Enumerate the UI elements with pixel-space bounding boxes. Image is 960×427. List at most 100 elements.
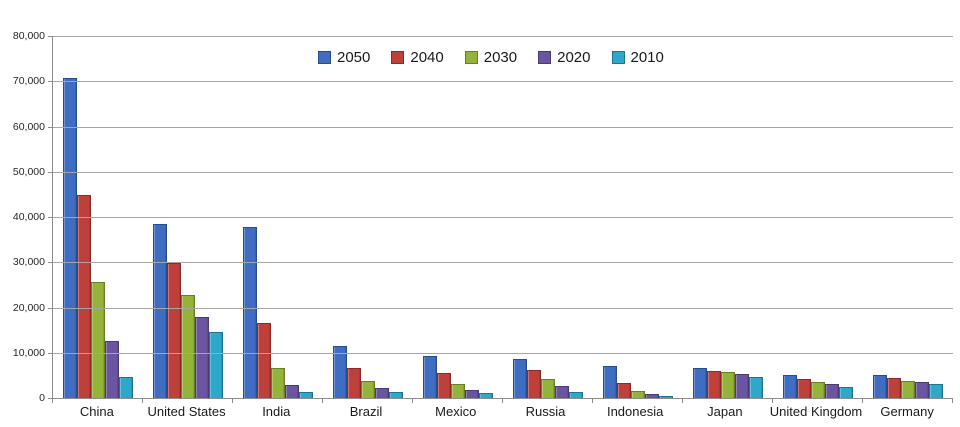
gridline <box>53 307 953 309</box>
bar-group-china <box>53 36 143 398</box>
x-axis-label-mexico: Mexico <box>435 404 477 419</box>
x-axis-label-united-kingdom: United Kingdom <box>769 404 863 419</box>
bar-china-2030 <box>91 282 105 398</box>
bar-group-japan <box>683 36 773 398</box>
gridline <box>53 81 953 83</box>
x-axis-label-russia: Russia <box>525 404 566 419</box>
y-axis-tick <box>48 217 52 218</box>
bar-germany-2010 <box>929 383 943 398</box>
legend-label: 2010 <box>630 49 664 66</box>
bar-mexico-2020 <box>465 390 479 398</box>
legend-item-2020: 2020 <box>538 49 591 66</box>
bar-germany-2030 <box>901 380 915 398</box>
bar-india-2040 <box>257 323 271 398</box>
bar-united-kingdom-2050 <box>783 374 797 398</box>
legend-label: 2020 <box>557 49 591 66</box>
x-axis-tick <box>592 399 593 403</box>
bar-united-states-2040 <box>167 263 181 398</box>
bar-india-2050 <box>243 227 257 398</box>
bar-brazil-2050 <box>333 346 347 398</box>
bar-indonesia-2050 <box>603 366 617 398</box>
bar-japan-2050 <box>693 367 707 398</box>
y-axis-tick <box>48 398 52 399</box>
y-axis-tick <box>48 307 52 309</box>
legend-swatch-icon <box>611 51 625 64</box>
y-axis-tick <box>48 352 52 354</box>
bar-group-united-kingdom <box>773 36 863 398</box>
legend-swatch-icon <box>318 51 331 64</box>
bar-russia-2050 <box>513 359 527 398</box>
bar-china-2050 <box>63 78 77 398</box>
bar-united-states-2030 <box>181 294 195 398</box>
bar-india-2030 <box>271 367 285 398</box>
bar-group-germany <box>863 36 953 398</box>
x-axis-tick <box>862 399 863 403</box>
legend-label: 2030 <box>483 49 518 66</box>
bar-group-mexico <box>413 36 503 398</box>
legend-item-2040: 2040 <box>391 50 444 65</box>
y-axis-tick-label: 0 <box>39 392 45 404</box>
y-axis-tick-label: 70,000 <box>12 75 45 88</box>
bar-india-2020 <box>285 385 299 398</box>
x-axis-tick <box>502 399 503 403</box>
bar-mexico-2050 <box>423 355 437 398</box>
bar-united-kingdom-2030 <box>811 381 825 398</box>
bar-china-2020 <box>105 341 119 398</box>
x-axis-tick <box>952 399 953 403</box>
bar-group-russia <box>503 36 593 398</box>
x-axis-tick <box>232 399 233 403</box>
x-axis-label-india: India <box>262 404 291 419</box>
y-axis-tick-label: 40,000 <box>12 211 45 223</box>
legend-item-2030: 2030 <box>464 49 518 66</box>
x-axis-tick <box>772 399 773 403</box>
y-axis-tick-labels: 80,000 70,000 60,000 50,000 40,000 30,000 20,0… <box>0 30 45 404</box>
bar-mexico-2030 <box>451 383 465 398</box>
legend-item-2010: 2010 <box>611 49 664 66</box>
x-axis-tick <box>142 399 143 403</box>
legend-label: 2050 <box>337 49 371 66</box>
bar-mexico-2010 <box>479 393 493 398</box>
chart-legend: 2050 2040 2030 2020 2010 <box>318 50 664 65</box>
x-axis-label-japan: Japan <box>707 404 743 419</box>
x-axis-tick <box>412 399 413 403</box>
gridline <box>53 36 953 37</box>
x-axis-label-brazil: Brazil <box>349 404 383 419</box>
bar-group-brazil <box>323 36 413 398</box>
bar-group-india <box>233 36 323 398</box>
bar-group-indonesia <box>593 36 683 398</box>
bar-japan-2020 <box>735 374 749 398</box>
bar-germany-2040 <box>887 378 901 398</box>
x-axis-tick <box>52 399 53 403</box>
gridline <box>53 126 953 128</box>
y-axis-tick <box>48 36 52 37</box>
bar-mexico-2040 <box>437 373 451 398</box>
bar-germany-2050 <box>873 375 887 398</box>
gridline <box>53 217 953 218</box>
bar-japan-2030 <box>721 371 735 398</box>
y-axis-tick-label: 10,000 <box>12 346 45 359</box>
bar-united-states-2010 <box>209 332 223 398</box>
bar-japan-2040 <box>707 370 721 398</box>
x-axis-label-germany: Germany <box>880 404 934 419</box>
y-axis-tick-label: 50,000 <box>12 165 45 178</box>
bar-groups <box>53 36 953 398</box>
bar-united-states-2020 <box>195 317 209 398</box>
y-axis-tick <box>48 171 52 173</box>
legend-swatch-icon <box>391 51 405 64</box>
y-axis-tick <box>48 126 52 128</box>
bar-group-united-states <box>143 36 233 398</box>
bar-indonesia-2010 <box>659 396 673 398</box>
bar-china-2040 <box>77 195 91 398</box>
y-axis-tick <box>48 81 52 83</box>
bar-united-states-2050 <box>153 223 167 398</box>
bar-indonesia-2020 <box>645 394 659 398</box>
legend-swatch-icon <box>464 51 478 64</box>
bar-united-kingdom-2040 <box>797 378 811 398</box>
y-axis-tick-label: 80,000 <box>12 30 45 42</box>
x-axis-category-labels: China United States India Brazil Mexico Russi… <box>52 404 952 420</box>
bar-brazil-2030 <box>361 381 375 398</box>
bar-russia-2040 <box>527 369 541 398</box>
x-axis-label-china: China <box>79 404 114 419</box>
bar-india-2010 <box>299 392 313 398</box>
